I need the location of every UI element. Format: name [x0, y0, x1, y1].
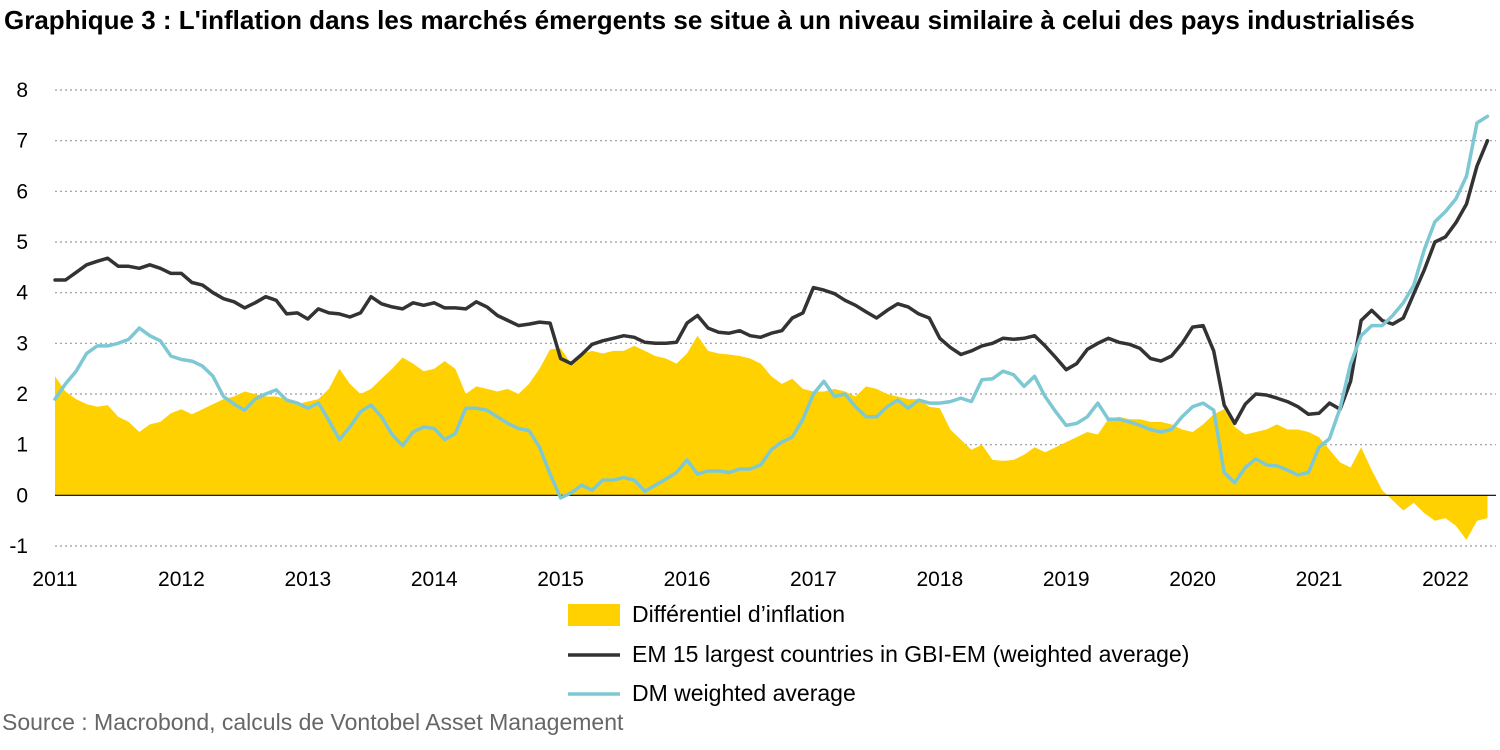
x-tick-label: 2017: [790, 568, 837, 591]
x-tick-label: 2020: [1169, 568, 1216, 591]
x-tick-label: 2015: [537, 568, 584, 591]
source-note: Source : Macrobond, calculs de Vontobel …: [2, 709, 624, 735]
x-tick-label: 2022: [1422, 568, 1469, 591]
x-tick-label: 2018: [916, 568, 963, 591]
legend-swatch-area: [568, 604, 620, 626]
legend-swatch-em: [568, 653, 620, 657]
line-series: [53, 114, 1490, 500]
y-tick-label: 4: [16, 282, 28, 305]
legend-item-dm: DM weighted average: [568, 677, 1368, 711]
y-tick-label: 3: [16, 332, 28, 355]
legend-label: Différentiel d’inflation: [632, 601, 846, 627]
area-series: [55, 335, 1496, 540]
legend-label: EM 15 largest countries in GBI-EM (weigh…: [632, 641, 1190, 667]
chart-title: Graphique 3 : L'inflation dans les march…: [4, 5, 1415, 35]
legend-item-area: Différentiel d’inflation: [568, 598, 1368, 632]
x-tick-label: 2012: [158, 568, 205, 591]
area-inflation-differential: [55, 335, 1488, 540]
x-axis-ticks: 2011 2012 2013 2014 2015 2016 2017 2018 2019 2020…: [32, 568, 1468, 591]
y-tick-label: 5: [16, 231, 28, 254]
line-dm-weighted-average: [53, 114, 1490, 500]
y-tick-label: 0: [16, 484, 28, 507]
y-tick-label: 6: [16, 180, 28, 203]
chart-plot: -1 0 1 2 3 4 5 6 7 8 2011 2012 2013 2014 2015 2016 2017…: [9, 79, 1496, 591]
legend-item-em: EM 15 largest countries in GBI-EM (weigh…: [568, 638, 1368, 672]
y-tick-label: 8: [16, 79, 28, 102]
y-tick-label: 1: [16, 434, 28, 457]
x-tick-label: 2013: [284, 568, 331, 591]
x-tick-label: 2019: [1043, 568, 1090, 591]
x-tick-label: 2021: [1296, 568, 1343, 591]
legend-swatch-dm: [568, 692, 620, 696]
legend-area-swatch: [568, 604, 620, 626]
x-tick-label: 2016: [664, 568, 711, 591]
y-tick-label: 2: [16, 383, 28, 406]
x-tick-label: 2014: [411, 568, 458, 591]
line-em-weighted-average: [53, 138, 1490, 426]
legend-label: DM weighted average: [632, 680, 856, 706]
y-tick-label: -1: [9, 535, 28, 558]
y-tick-label: 7: [16, 130, 28, 153]
x-tick-label: 2011: [32, 568, 77, 591]
y-axis-ticks: -1 0 1 2 3 4 5 6 7 8: [9, 79, 28, 558]
